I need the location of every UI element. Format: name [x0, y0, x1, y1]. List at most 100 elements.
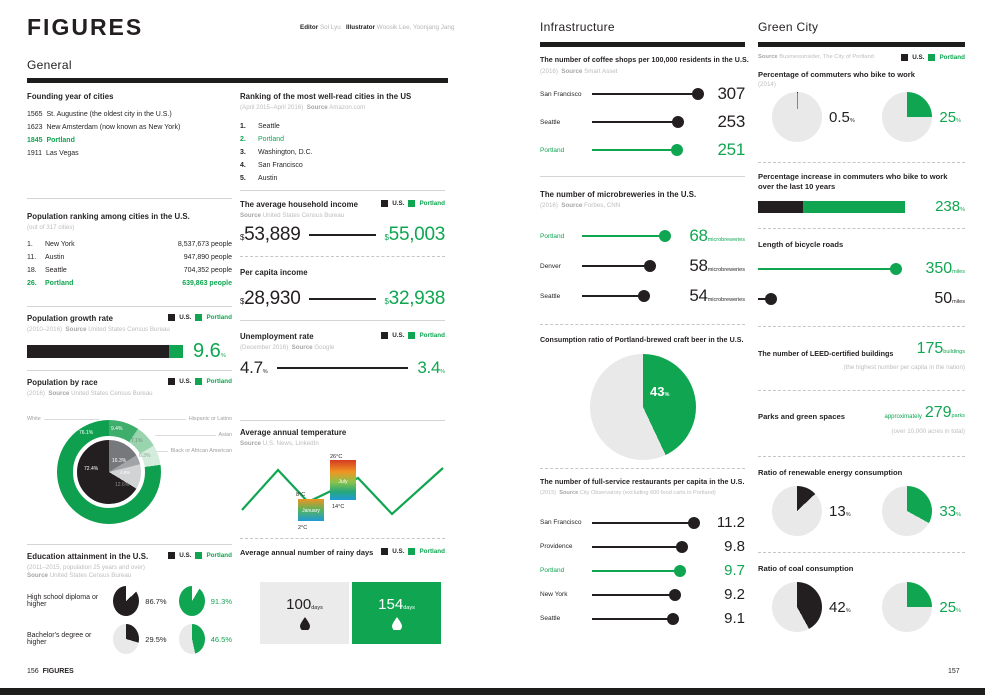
legend: U.S. Portland — [381, 548, 445, 555]
divider-dashed — [758, 456, 965, 457]
founding-list: 1565 St. Augustine (the oldest city in t… — [27, 108, 232, 160]
lollipop-dot — [672, 116, 684, 128]
row-value: 251 — [717, 140, 746, 159]
lollipop-bar — [758, 263, 902, 275]
city: New York — [45, 241, 75, 248]
source-label: Source — [559, 490, 579, 496]
lollipop-dot — [644, 260, 656, 272]
bikepct-us-value: 0.5% — [829, 108, 855, 126]
us-swatch-icon — [168, 552, 176, 559]
founding-item: 1911 Las Vegas — [27, 147, 232, 160]
restaurant-row: Seattle 9.1 — [540, 610, 745, 627]
comparison-line — [309, 234, 376, 236]
bikepct-title: Percentage of commuters who bike to work — [758, 70, 915, 79]
source-label: Source — [758, 54, 778, 60]
page-number-right: 157 — [948, 668, 960, 675]
lollipop-dot — [688, 516, 700, 529]
period: (2015) — [540, 490, 557, 496]
infrastructure-section-rule — [540, 42, 745, 47]
education-row-label: High school diploma or higher — [27, 594, 99, 608]
july-high-label: 26°C — [330, 454, 342, 460]
beer-title: Consumption ratio of Portland-brewed cra… — [540, 336, 744, 344]
editor-label: Editor — [300, 24, 319, 31]
divider — [27, 306, 232, 307]
january-high-label: 8°C — [296, 492, 305, 498]
household-source: Source United States Census Bureau — [240, 212, 344, 219]
row-value: 9.8 — [724, 538, 745, 555]
callout-line — [147, 450, 168, 452]
rank: 5. — [240, 175, 246, 182]
lollipop-dot — [890, 263, 902, 275]
race-inner-pie-us — [73, 436, 145, 508]
coffee-row: Seattle 253 — [540, 112, 745, 132]
period: (April 2015–April 2016) — [240, 104, 304, 111]
us-swatch-icon — [381, 200, 389, 207]
percapita-comparison: $28,930 $32,938 — [240, 288, 445, 310]
row-value: 11.2 — [716, 514, 745, 531]
race-source: (2016) Source United States Census Burea… — [27, 390, 153, 397]
pie-us-bike — [772, 92, 822, 142]
comparison-line — [309, 298, 376, 300]
education-row-bachelor: Bachelor's degree or higher 29.5% 46.5% — [27, 624, 232, 654]
bottom-edge-bar — [0, 688, 985, 695]
section-general-title: General — [27, 58, 72, 72]
ranking-row: 1. New York 8,537,673 people — [27, 238, 232, 251]
parks-number: 279parks — [924, 404, 965, 421]
divider — [540, 176, 745, 177]
legend: U.S. Portland — [381, 200, 445, 207]
row-label: New York — [540, 591, 568, 598]
population-ranking-subtitle: (out of 317 cities) — [27, 224, 75, 231]
lollipop-dot — [674, 564, 686, 577]
divider-dashed — [758, 390, 965, 391]
row-value: 58microbreweries — [689, 256, 745, 275]
us-swatch-icon — [381, 332, 389, 339]
source-label: Source — [240, 440, 261, 447]
pct-us-black: 12.6% — [115, 482, 130, 488]
page-title: FIGURES — [27, 14, 144, 40]
source-label: Source — [561, 68, 583, 75]
education-title: Education attainment in the U.S. — [27, 552, 149, 561]
legend-portland: Portland — [206, 552, 232, 559]
source-label: Source — [27, 572, 48, 579]
rank: 1. — [27, 241, 33, 248]
wellread-row: 3. Washington, D.C. — [240, 146, 445, 159]
divider-dashed — [758, 326, 965, 327]
beer-pie-chart: 43% — [590, 354, 696, 460]
value-us: 29.5% — [145, 634, 167, 644]
greencity-source-row: Source Businessinsider, The City of Port… — [758, 54, 965, 61]
row-label: San Francisco — [540, 90, 582, 98]
divider-dashed — [240, 538, 445, 539]
value-us: 86.7% — [145, 596, 167, 606]
temperature-source: Source U.S. News, LinkedIn — [240, 440, 319, 447]
bikepct-portland-value: 25% — [939, 108, 961, 126]
race-label-white: White — [27, 416, 99, 422]
rainy-portland-value: 154days — [378, 596, 415, 613]
lollipop-bar — [592, 540, 688, 553]
lollipop-bar — [582, 260, 656, 272]
parks-row: Parks and green spaces approximately 279… — [758, 404, 965, 422]
source-name: Forbes, CNN — [584, 202, 621, 209]
pie-us-coal — [772, 582, 822, 632]
renewable-portland-value: 33% — [939, 502, 961, 520]
legend: U.S. Portland — [168, 314, 232, 321]
bikepct-chart: 0.5% 25% — [758, 92, 965, 142]
race-title: Population by race — [27, 378, 98, 387]
rank: 3. — [240, 149, 246, 156]
growth-bar-portland — [169, 345, 183, 358]
restaurant-row: San Francisco 11.2 — [540, 514, 745, 531]
parks-title: Parks and green spaces — [758, 412, 845, 422]
lollipop-bar — [592, 564, 686, 577]
footer-title: FIGURES — [42, 668, 74, 675]
leed-note: (the highest number per capita in the na… — [843, 364, 965, 371]
row-label: Seattle — [540, 615, 561, 622]
period: (December 2016) — [240, 344, 289, 351]
lollipop-bar — [592, 88, 704, 100]
household-comparison: $53,889 $55,003 — [240, 224, 445, 246]
rainy-us-box: 100days — [260, 582, 349, 644]
value-portland: 46.5% — [210, 634, 232, 644]
pie-portland-bachelor — [178, 624, 205, 654]
pct-portland-black: 6.3% — [139, 453, 151, 459]
legend-portland: Portland — [939, 54, 965, 61]
source-name: Google — [314, 344, 335, 351]
